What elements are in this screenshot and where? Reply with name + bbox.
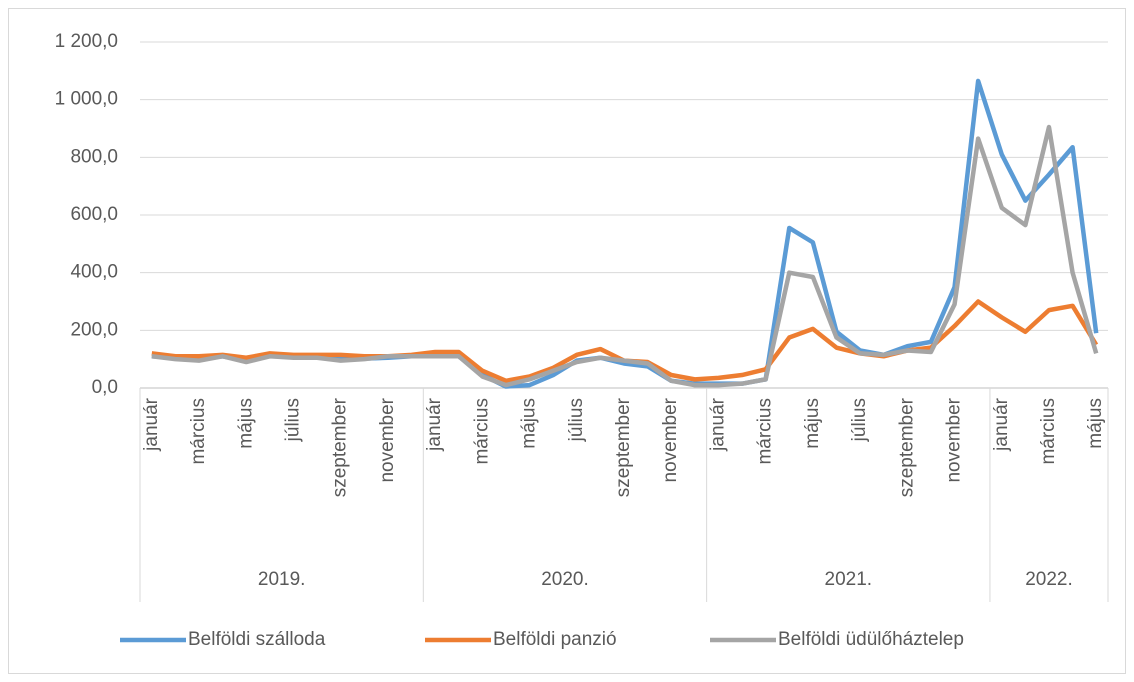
y-tick-label: 600,0: [70, 204, 118, 225]
x-tick-label: november: [377, 397, 398, 482]
legend-label: Belföldi panzió: [493, 629, 617, 650]
x-tick-label: július: [566, 398, 587, 442]
x-tick-label: május: [519, 398, 540, 449]
x-tick-label: január: [991, 397, 1012, 451]
x-tick-label: november: [944, 397, 965, 482]
group-label: 2022.: [1025, 569, 1073, 590]
x-tick-label: május: [1085, 398, 1106, 449]
x-tick-label: július: [849, 398, 870, 442]
y-tick-label: 1 200,0: [55, 31, 118, 52]
legend-label: Belföldi üdülőháztelep: [778, 629, 964, 650]
x-tick-label: január: [141, 397, 162, 451]
y-tick-label: 1 000,0: [55, 89, 118, 110]
x-tick-label: május: [802, 398, 823, 449]
x-tick-label: szeptember: [330, 397, 351, 497]
x-tick-label: január: [424, 397, 445, 451]
x-tick-label: március: [1038, 398, 1059, 465]
group-label: 2019.: [258, 569, 306, 590]
group-label: 2021.: [825, 569, 873, 590]
x-tick-label: március: [755, 398, 776, 465]
x-tick-label: szeptember: [896, 397, 917, 497]
y-tick-label: 0,0: [92, 377, 118, 398]
y-tick-label: 400,0: [70, 262, 118, 283]
legend-label: Belföldi szálloda: [188, 629, 326, 650]
x-tick-label: március: [188, 398, 209, 465]
x-tick-label: szeptember: [613, 397, 634, 497]
x-tick-label: november: [660, 397, 681, 482]
x-tick-label: január: [707, 397, 728, 451]
series-line: [151, 124, 1099, 388]
y-tick-label: 800,0: [70, 146, 118, 167]
x-tick-label: július: [282, 398, 303, 442]
group-label: 2020.: [541, 569, 589, 590]
y-tick-label: 200,0: [70, 319, 118, 340]
x-tick-label: május: [235, 398, 256, 449]
x-tick-label: március: [471, 398, 492, 465]
